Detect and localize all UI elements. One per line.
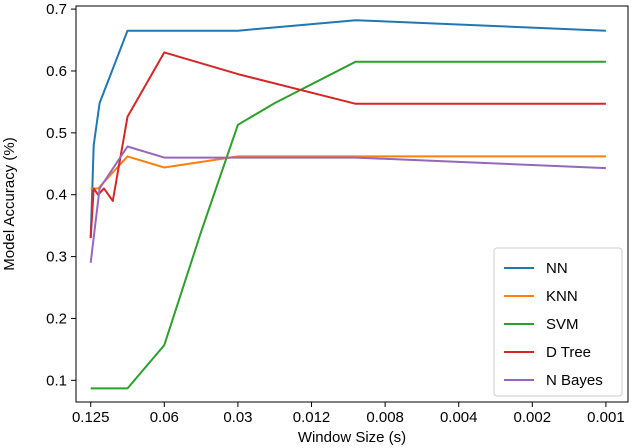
series-line-knn <box>90 155 606 190</box>
y-tick-label: 0.1 <box>46 372 67 389</box>
x-axis: 0.125 0.06 0.03 0.012 0.008 0.004 0.002 0.001 <box>72 402 625 426</box>
legend-label-knn: KNN <box>546 288 578 305</box>
legend-label-n-bayes: N Bayes <box>546 372 603 389</box>
y-axis: 0.1 0.2 0.3 0.4 0.5 0.6 0.7 <box>46 1 76 389</box>
y-tick-label: 0.2 <box>46 310 67 327</box>
x-axis-label: Window Size (s) <box>298 429 406 446</box>
y-tick-label: 0.7 <box>46 1 67 18</box>
series-line-d-tree <box>89 51 606 239</box>
legend: NN KNN SVM D Tree N Bayes <box>493 247 623 397</box>
x-tick-label: 0.03 <box>223 409 252 426</box>
x-tick-label: 0.012 <box>293 409 331 426</box>
y-tick-label: 0.4 <box>46 187 67 204</box>
x-tick-label: 0.008 <box>366 409 404 426</box>
y-axis-label: Model Accuracy (%) <box>1 137 18 270</box>
y-tick-label: 0.5 <box>46 125 67 142</box>
x-tick-label: 0.002 <box>514 409 552 426</box>
x-tick-label: 0.06 <box>150 409 179 426</box>
x-tick-label: 0.125 <box>72 409 110 426</box>
series-line-nn <box>89 19 606 239</box>
y-tick-label: 0.6 <box>46 63 67 80</box>
plot-frame <box>75 5 629 403</box>
x-tick-label: 0.004 <box>440 409 478 426</box>
plot-lines <box>89 19 606 390</box>
y-tick-label: 0.3 <box>46 249 67 266</box>
legend-label-nn: NN <box>546 260 568 277</box>
legend-box <box>493 247 623 397</box>
series-line-n-bayes <box>89 145 606 263</box>
legend-label-d-tree: D Tree <box>546 344 591 361</box>
series-line-svm <box>90 60 606 390</box>
x-tick-label: 0.001 <box>587 409 625 426</box>
legend-label-svm: SVM <box>546 316 579 333</box>
